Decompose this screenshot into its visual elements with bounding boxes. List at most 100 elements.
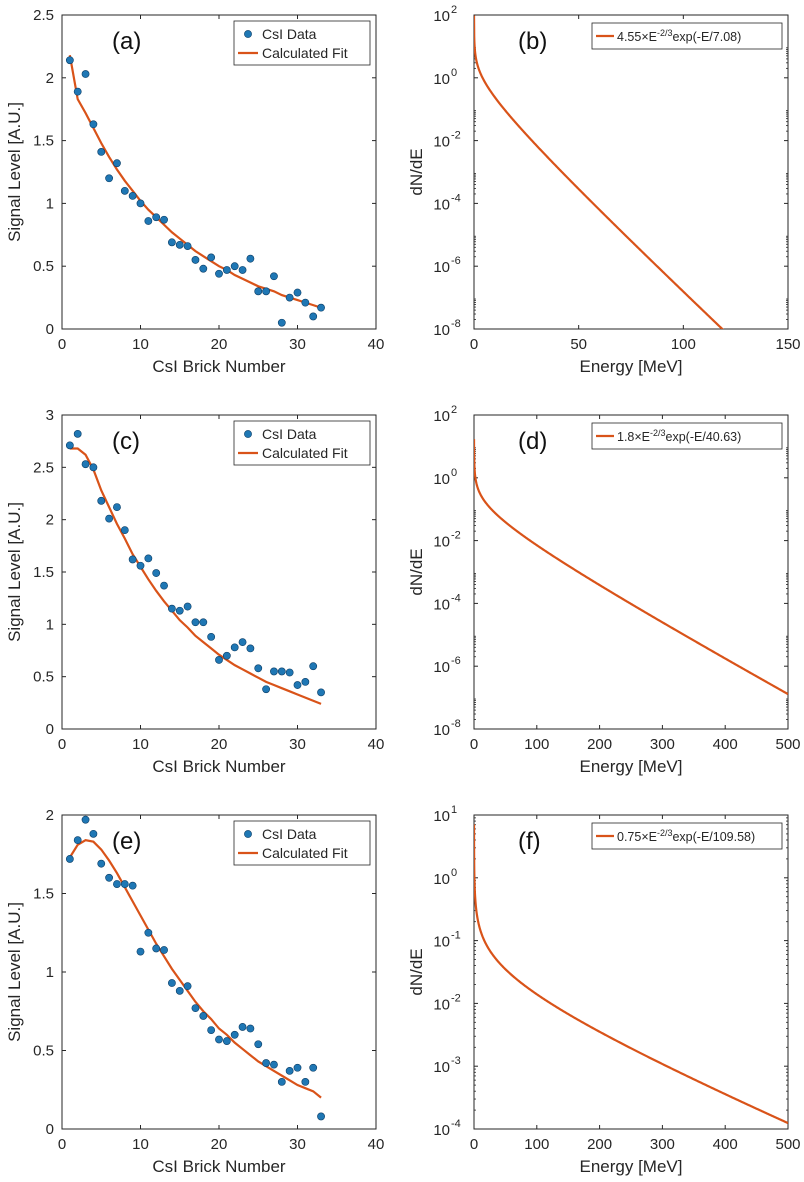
data-point — [309, 1063, 318, 1072]
fit-curve — [474, 15, 724, 329]
x-tick-label: 30 — [289, 336, 306, 353]
data-point — [293, 1063, 302, 1072]
x-tick-label: 200 — [587, 736, 612, 753]
data-point — [230, 1030, 239, 1039]
fit-curve — [474, 824, 788, 1125]
data-point — [262, 1059, 270, 1067]
y-tick-label: 10 — [433, 722, 450, 739]
y-tick-label: 0 — [46, 1121, 54, 1138]
legend-entry-fit: 1.8×E-2/3exp(-E/40.63) — [617, 428, 741, 444]
legend-box — [233, 820, 371, 866]
panel-e: 0 10 20 30 40 0 0.5 1 1.5 2 CsI Brick Number Signal… — [5, 807, 384, 1176]
data-point — [105, 873, 113, 882]
data-point — [152, 569, 161, 577]
legend-entry-fit: Calculated Fit — [262, 45, 348, 61]
data-point — [270, 1060, 278, 1069]
legend-entry-fit: 4.55×E-2/3exp(-E/7.08) — [617, 28, 741, 44]
y-tick-exponent: 0 — [451, 67, 457, 79]
data-point — [183, 602, 192, 611]
plot-area — [65, 815, 325, 1121]
data-point — [152, 213, 161, 222]
axes-frame — [473, 414, 789, 730]
data-point — [246, 644, 255, 653]
legend-entry-fit: 0.75×E-2/3exp(-E/109.58) — [617, 828, 755, 844]
x-tick-label: 500 — [775, 736, 800, 753]
y-tick-label: 0 — [46, 721, 54, 738]
legend-entry-data: CsI Data — [262, 426, 317, 442]
x-axis-label: Energy [MeV] — [580, 357, 683, 376]
data-point — [199, 264, 208, 273]
y-tick-exponent: 0 — [451, 467, 457, 479]
x-tick-label: 10 — [132, 736, 149, 753]
data-point — [89, 463, 98, 472]
data-point — [183, 242, 192, 251]
x-tick-label: 40 — [368, 336, 385, 353]
y-tick-label: 10 — [433, 408, 450, 425]
legend-entry-data: CsI Data — [262, 826, 317, 842]
data-point — [246, 1024, 255, 1033]
data-point — [254, 664, 263, 673]
data-point — [113, 880, 121, 888]
x-tick-label: 20 — [211, 736, 228, 753]
y-tick-label: 1 — [46, 964, 54, 981]
y-tick-exponent: -1 — [451, 930, 461, 942]
x-tick-label: 0 — [58, 1136, 66, 1153]
x-tick-label: 300 — [650, 1136, 675, 1153]
x-axis-label: CsI Brick Number — [152, 1157, 286, 1176]
data-point — [175, 240, 184, 249]
y-tick-label: 10 — [433, 259, 450, 276]
fit-line — [68, 838, 322, 1099]
plot-area — [65, 429, 325, 705]
data-point — [238, 266, 247, 274]
y-tick-exponent: -2 — [451, 992, 461, 1004]
y-tick-exponent: -6 — [451, 255, 461, 267]
y-tick-label: 3 — [46, 407, 54, 424]
axes-frame — [473, 14, 789, 330]
data-point — [81, 70, 90, 78]
x-axis-label: CsI Brick Number — [152, 357, 286, 376]
legend-entry-fit: Calculated Fit — [262, 445, 348, 461]
data-point — [144, 554, 153, 563]
y-tick-exponent: -4 — [451, 192, 461, 204]
data-point — [120, 880, 129, 888]
legend: 4.55×E-2/3exp(-E/7.08) — [591, 22, 783, 50]
data-point — [89, 829, 98, 838]
data-point — [144, 928, 153, 937]
legend-box — [233, 20, 371, 66]
y-tick-exponent: -6 — [451, 655, 461, 667]
y-tick-label: 10 — [433, 471, 450, 488]
x-tick-label: 40 — [368, 1136, 385, 1153]
data-point — [230, 643, 239, 652]
legend: CsI Data Calculated Fit — [233, 20, 371, 66]
data-point — [270, 272, 278, 281]
data-point — [199, 1012, 208, 1020]
y-tick-label: 0.5 — [33, 1043, 54, 1060]
legend-marker-data — [244, 830, 252, 838]
data-point — [160, 581, 168, 590]
panel-label: (e) — [112, 828, 141, 855]
axes-frame — [473, 814, 789, 1130]
x-tick-label: 0 — [470, 1136, 478, 1153]
data-point — [301, 298, 310, 307]
legend-marker-data — [244, 30, 252, 38]
data-point — [175, 986, 184, 995]
x-tick-label: 30 — [289, 1136, 306, 1153]
y-tick-label: 10 — [433, 1122, 450, 1139]
y-axis-label: dN/dE — [407, 948, 426, 995]
x-tick-label: 100 — [524, 736, 549, 753]
y-tick-label: 10 — [433, 808, 450, 825]
y-tick-label: 10 — [433, 659, 450, 676]
x-tick-label: 100 — [524, 1136, 549, 1153]
panel-label: (b) — [518, 28, 547, 55]
panel-label: (d) — [518, 428, 547, 455]
data-point — [277, 1078, 286, 1086]
y-tick-label: 1.5 — [33, 564, 54, 581]
x-axis-label: CsI Brick Number — [152, 757, 286, 776]
y-tick-exponent: -4 — [451, 1118, 461, 1130]
x-tick-label: 150 — [775, 336, 800, 353]
data-point — [113, 159, 121, 168]
y-axis-label: dN/dE — [407, 548, 426, 595]
panel-label: (c) — [112, 428, 140, 455]
y-tick-label: 2.5 — [33, 459, 54, 476]
